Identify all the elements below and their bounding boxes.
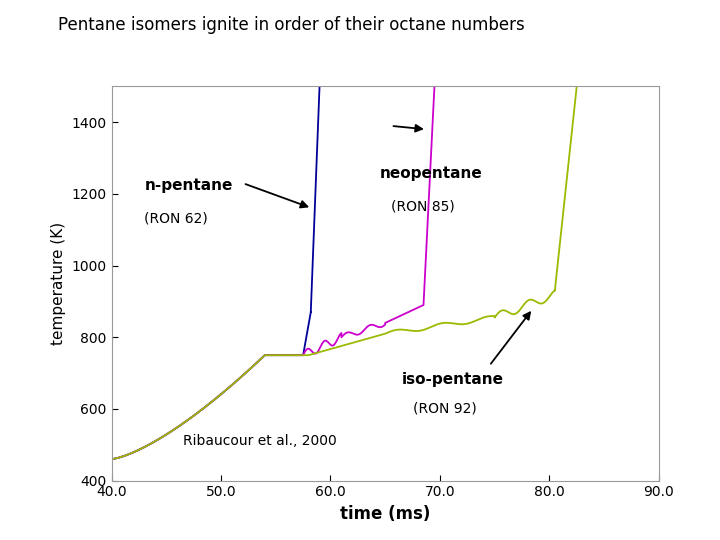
Text: Pentane isomers ignite in order of their octane numbers: Pentane isomers ignite in order of their… [58, 16, 524, 34]
Text: iso-pentane: iso-pentane [402, 372, 503, 387]
Text: (RON 92): (RON 92) [413, 402, 477, 415]
Text: (RON 62): (RON 62) [145, 212, 208, 226]
X-axis label: time (ms): time (ms) [340, 505, 431, 523]
Text: Ribaucour et al., 2000: Ribaucour et al., 2000 [183, 434, 336, 448]
Text: neopentane: neopentane [379, 166, 482, 181]
Text: (RON 85): (RON 85) [391, 199, 454, 213]
Y-axis label: temperature (K): temperature (K) [51, 222, 66, 345]
Text: n-pentane: n-pentane [145, 178, 233, 193]
